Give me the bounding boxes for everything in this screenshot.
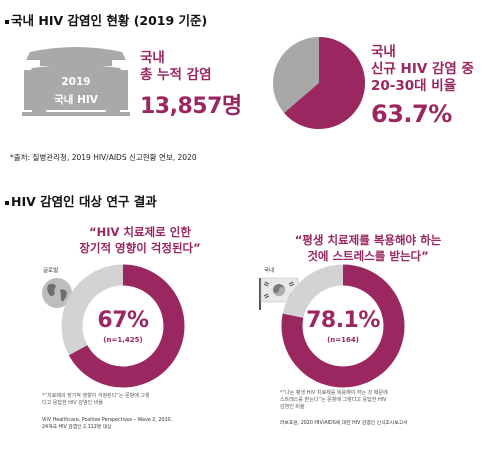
new-value: 63.7% [371, 100, 452, 128]
left-icon-label: 글로벌 [43, 268, 59, 274]
new-label-3: 20-30대 비율 [371, 78, 457, 94]
section-2-title: HIV 감염인 대상 연구 결과 [5, 191, 157, 210]
badge-year: 2019 [61, 76, 91, 88]
gate-badge-icon [22, 47, 130, 116]
section-1-title: 국내 HIV 감염인 현황 (2019 기준) [5, 10, 207, 29]
bullet-square-icon [5, 200, 9, 205]
right-quote-line-1: “평생 치료제를 복용해야 하는 [294, 233, 442, 247]
right-note-1: *“나는 평생 HIV 치료제를 복용해야 하는 것 때문에 [280, 390, 388, 396]
badge-label: 국내 HIV [54, 94, 98, 106]
cumulative-label-1: 국내 [140, 50, 165, 66]
left-donut-chart [61, 264, 185, 388]
section-1-source: *출처: 질병관리청, 2019 HIV/AIDS 신고현황 연보, 2020 [10, 153, 197, 162]
left-n: (n=1,425) [103, 336, 143, 344]
left-quote-line-1: “HIV 치료제로 인한 [89, 225, 191, 239]
left-source-2: 24개국 HIV 감염인 2,112명 대상 [42, 425, 112, 430]
globe-icon [42, 278, 72, 308]
new-label-2: 신규 HIV 감염 중 [371, 61, 474, 77]
right-donut-chart [281, 264, 405, 388]
cumulative-value: 13,857명 [140, 94, 242, 119]
cumulative-label-2: 총 누적 감염 [140, 67, 212, 83]
right-donut-arc [281, 264, 405, 388]
pie-main-slice [284, 37, 366, 129]
right-note-3: 감염인 비율 [280, 404, 305, 410]
right-quote-line-2: 것에 스트레스를 받는다” [307, 249, 429, 263]
right-note-2: 스트레스를 받는다”는 문항에 그렇다고 응답한 HIV [280, 397, 387, 403]
left-source-1: ViiV Healthcare, Positive Perspectives –… [42, 418, 173, 423]
new-infection-pie [273, 37, 366, 129]
right-n: (n=164) [327, 336, 359, 344]
bullet-square-icon [5, 19, 9, 24]
right-percent: 78.1% [306, 308, 380, 333]
left-percent: 67% [97, 308, 149, 333]
left-note-2: 다고 응답한 HIV 감염인 비율 [42, 400, 104, 406]
left-donut-arc [61, 264, 185, 388]
right-source-1: 러브포원, 2020 HIV/AIDS에 대한 HIV 감염인 인식조사보고서 [280, 421, 408, 426]
right-icon-label: 국내 [264, 268, 275, 274]
left-quote-line-2: 장기적 영향이 걱정된다” [79, 241, 201, 255]
new-label-1: 국내 [371, 44, 396, 60]
left-note-1: *“치료제의 장기적 영향이 걱정된다”는 문항에 그렇 [42, 393, 150, 399]
